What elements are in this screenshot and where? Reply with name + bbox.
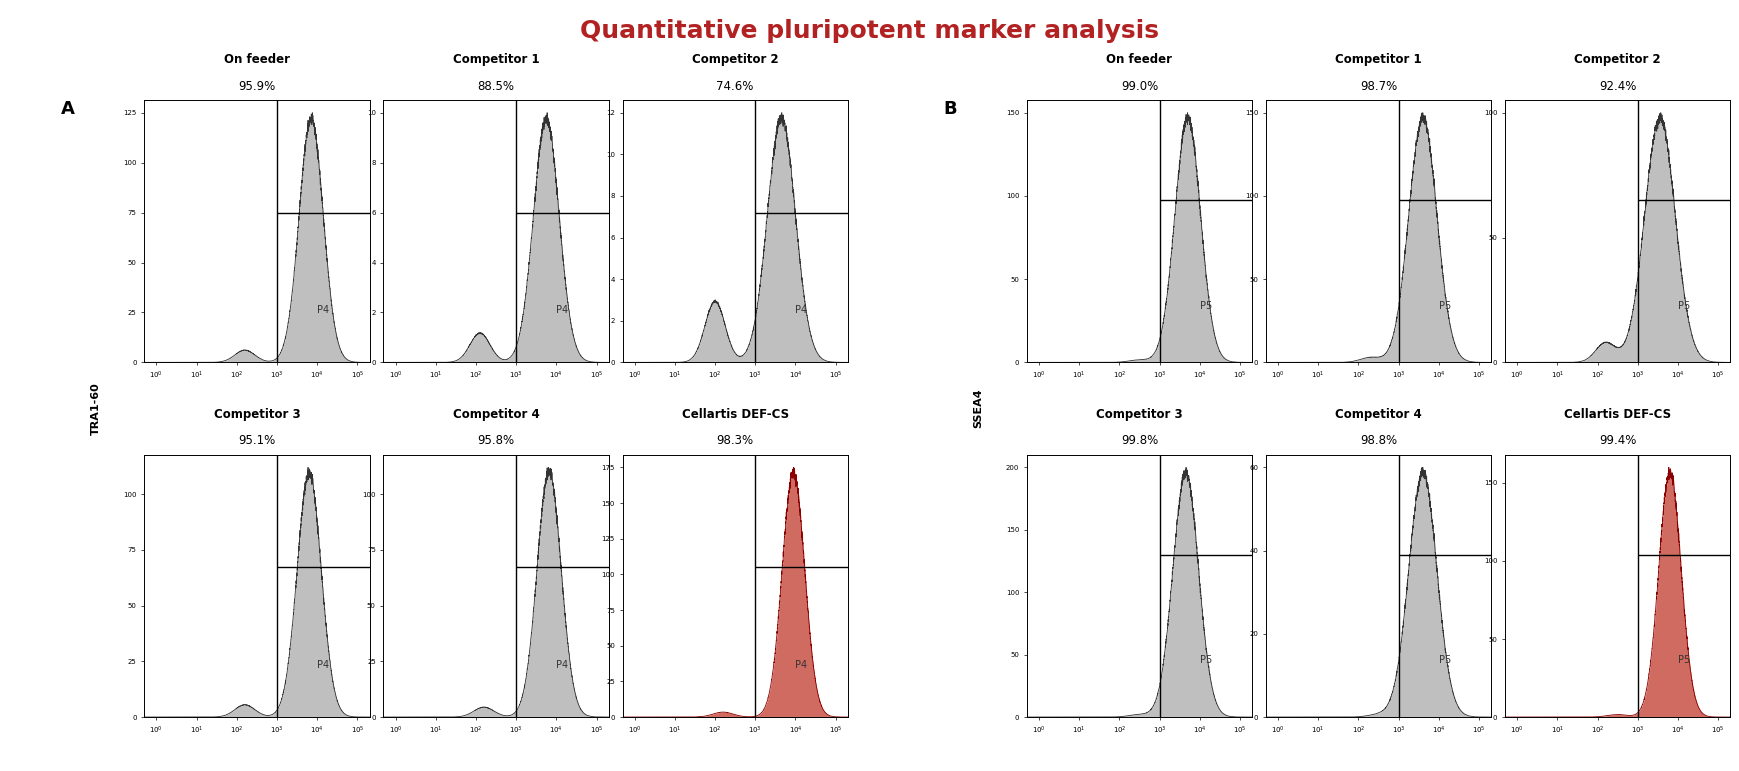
Text: P5: P5 — [1200, 655, 1212, 665]
Text: SSEA4: SSEA4 — [974, 389, 983, 429]
Text: TRA1-60: TRA1-60 — [90, 382, 101, 435]
Text: P5: P5 — [1678, 655, 1690, 665]
Text: Cellartis DEF-CS: Cellartis DEF-CS — [1563, 408, 1671, 421]
Text: 98.8%: 98.8% — [1360, 434, 1396, 447]
Text: 88.5%: 88.5% — [478, 79, 515, 93]
Text: On feeder: On feeder — [1106, 53, 1172, 66]
Text: A: A — [61, 100, 75, 118]
Text: Competitor 3: Competitor 3 — [214, 408, 301, 421]
Text: P4: P4 — [795, 305, 807, 315]
Text: 92.4%: 92.4% — [1600, 79, 1636, 93]
Text: P5: P5 — [1678, 301, 1690, 311]
Text: P4: P4 — [556, 305, 569, 315]
Text: 98.3%: 98.3% — [716, 434, 753, 447]
Text: 98.7%: 98.7% — [1360, 79, 1396, 93]
Text: P4: P4 — [316, 305, 329, 315]
Text: 99.0%: 99.0% — [1122, 79, 1158, 93]
Text: 99.8%: 99.8% — [1122, 434, 1158, 447]
Text: B: B — [943, 100, 956, 118]
Text: P4: P4 — [556, 660, 569, 669]
Text: 74.6%: 74.6% — [716, 79, 753, 93]
Text: P5: P5 — [1438, 301, 1450, 311]
Text: 95.8%: 95.8% — [478, 434, 515, 447]
Text: 99.4%: 99.4% — [1600, 434, 1636, 447]
Text: P5: P5 — [1438, 655, 1450, 665]
Text: Competitor 1: Competitor 1 — [1336, 53, 1423, 66]
Text: 95.1%: 95.1% — [238, 434, 275, 447]
Text: P4: P4 — [795, 660, 807, 669]
Text: Competitor 4: Competitor 4 — [1336, 408, 1423, 421]
Text: P4: P4 — [316, 660, 329, 669]
Text: Quantitative pluripotent marker analysis: Quantitative pluripotent marker analysis — [581, 19, 1158, 43]
Text: 95.9%: 95.9% — [238, 79, 275, 93]
Text: P5: P5 — [1200, 301, 1212, 311]
Text: On feeder: On feeder — [224, 53, 290, 66]
Text: Competitor 4: Competitor 4 — [452, 408, 539, 421]
Text: Competitor 2: Competitor 2 — [1574, 53, 1661, 66]
Text: Competitor 1: Competitor 1 — [452, 53, 539, 66]
Text: Cellartis DEF-CS: Cellartis DEF-CS — [682, 408, 790, 421]
Text: Competitor 3: Competitor 3 — [1096, 408, 1183, 421]
Text: Competitor 2: Competitor 2 — [692, 53, 779, 66]
